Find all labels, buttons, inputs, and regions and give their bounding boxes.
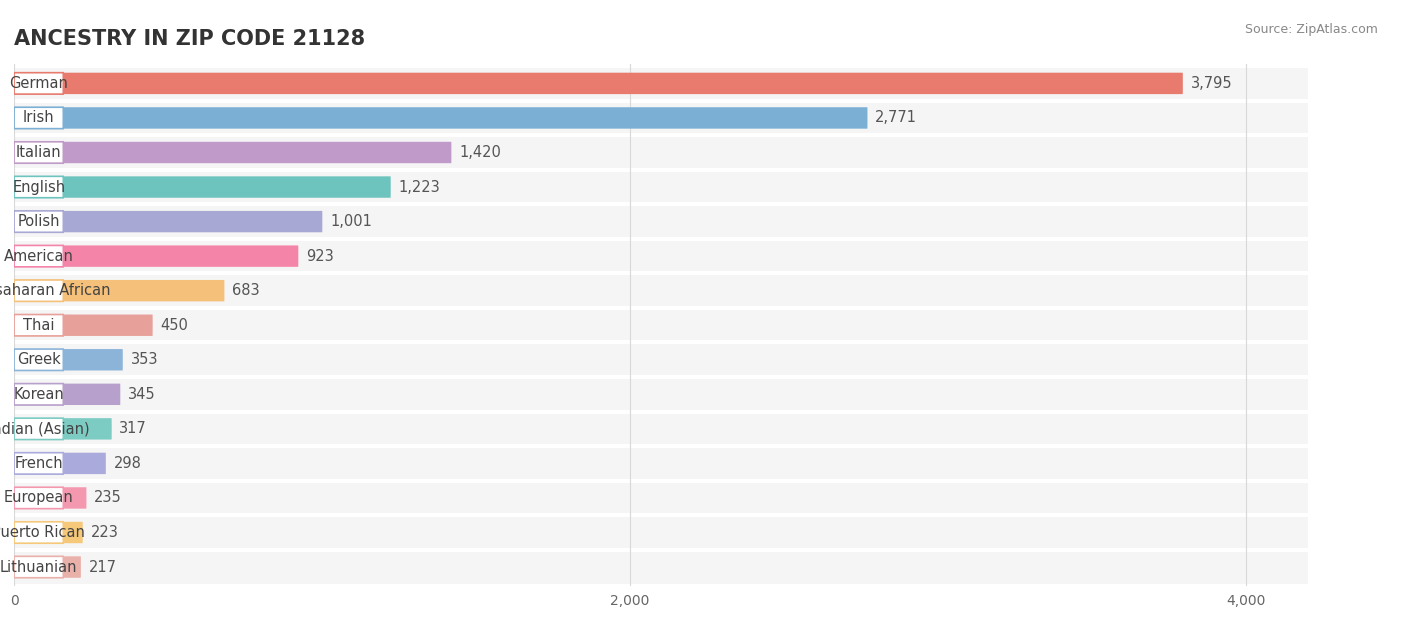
Text: French: French [14, 456, 63, 471]
FancyBboxPatch shape [14, 384, 121, 405]
Text: Lithuanian: Lithuanian [0, 560, 77, 574]
FancyBboxPatch shape [14, 135, 1308, 170]
Text: ANCESTRY IN ZIP CODE 21128: ANCESTRY IN ZIP CODE 21128 [14, 29, 366, 49]
Text: Indian (Asian): Indian (Asian) [0, 421, 90, 437]
FancyBboxPatch shape [14, 515, 1308, 550]
FancyBboxPatch shape [14, 280, 225, 301]
FancyBboxPatch shape [14, 280, 63, 301]
FancyBboxPatch shape [14, 488, 86, 509]
Text: Thai: Thai [22, 317, 55, 333]
Text: 1,001: 1,001 [330, 214, 373, 229]
FancyBboxPatch shape [14, 480, 1308, 515]
FancyBboxPatch shape [14, 384, 63, 405]
FancyBboxPatch shape [14, 488, 63, 509]
FancyBboxPatch shape [14, 204, 1308, 239]
FancyBboxPatch shape [14, 453, 105, 474]
FancyBboxPatch shape [14, 170, 1308, 204]
Text: Subsaharan African: Subsaharan African [0, 283, 111, 298]
FancyBboxPatch shape [14, 142, 451, 163]
Text: Irish: Irish [22, 110, 55, 126]
FancyBboxPatch shape [14, 349, 63, 370]
Text: 223: 223 [90, 525, 118, 540]
FancyBboxPatch shape [14, 176, 391, 198]
Text: 353: 353 [131, 352, 157, 367]
Text: English: English [13, 180, 65, 194]
FancyBboxPatch shape [14, 100, 1308, 135]
FancyBboxPatch shape [14, 453, 63, 474]
Text: Puerto Rican: Puerto Rican [0, 525, 86, 540]
FancyBboxPatch shape [14, 73, 63, 94]
FancyBboxPatch shape [14, 73, 1182, 94]
Text: German: German [10, 76, 67, 91]
FancyBboxPatch shape [14, 245, 63, 267]
FancyBboxPatch shape [14, 522, 63, 543]
Text: 3,795: 3,795 [1191, 76, 1232, 91]
FancyBboxPatch shape [14, 418, 111, 440]
Text: 217: 217 [89, 560, 117, 574]
Text: Greek: Greek [17, 352, 60, 367]
Text: European: European [4, 491, 73, 506]
Text: American: American [4, 249, 73, 263]
Text: 345: 345 [128, 387, 156, 402]
FancyBboxPatch shape [14, 211, 63, 232]
Text: 1,223: 1,223 [398, 180, 440, 194]
FancyBboxPatch shape [14, 377, 1308, 412]
Text: Korean: Korean [13, 387, 65, 402]
FancyBboxPatch shape [14, 446, 1308, 480]
FancyBboxPatch shape [14, 245, 298, 267]
FancyBboxPatch shape [14, 550, 1308, 584]
Text: Italian: Italian [15, 145, 62, 160]
FancyBboxPatch shape [14, 142, 63, 163]
FancyBboxPatch shape [14, 211, 322, 232]
FancyBboxPatch shape [14, 412, 1308, 446]
FancyBboxPatch shape [14, 343, 1308, 377]
FancyBboxPatch shape [14, 418, 63, 440]
Text: 923: 923 [307, 249, 333, 263]
Text: 235: 235 [94, 491, 122, 506]
Text: 1,420: 1,420 [460, 145, 501, 160]
Text: 2,771: 2,771 [875, 110, 917, 126]
FancyBboxPatch shape [14, 274, 1308, 308]
Text: 450: 450 [160, 317, 188, 333]
FancyBboxPatch shape [14, 239, 1308, 274]
Text: 298: 298 [114, 456, 142, 471]
Text: Polish: Polish [17, 214, 60, 229]
Text: Source: ZipAtlas.com: Source: ZipAtlas.com [1244, 23, 1378, 35]
FancyBboxPatch shape [14, 349, 122, 370]
FancyBboxPatch shape [14, 108, 868, 129]
FancyBboxPatch shape [14, 308, 1308, 343]
FancyBboxPatch shape [14, 314, 63, 336]
FancyBboxPatch shape [14, 556, 63, 578]
FancyBboxPatch shape [14, 556, 82, 578]
FancyBboxPatch shape [14, 66, 1308, 100]
Text: 683: 683 [232, 283, 260, 298]
Text: 317: 317 [120, 421, 148, 437]
FancyBboxPatch shape [14, 314, 153, 336]
FancyBboxPatch shape [14, 522, 83, 543]
FancyBboxPatch shape [14, 176, 63, 198]
FancyBboxPatch shape [14, 108, 63, 129]
